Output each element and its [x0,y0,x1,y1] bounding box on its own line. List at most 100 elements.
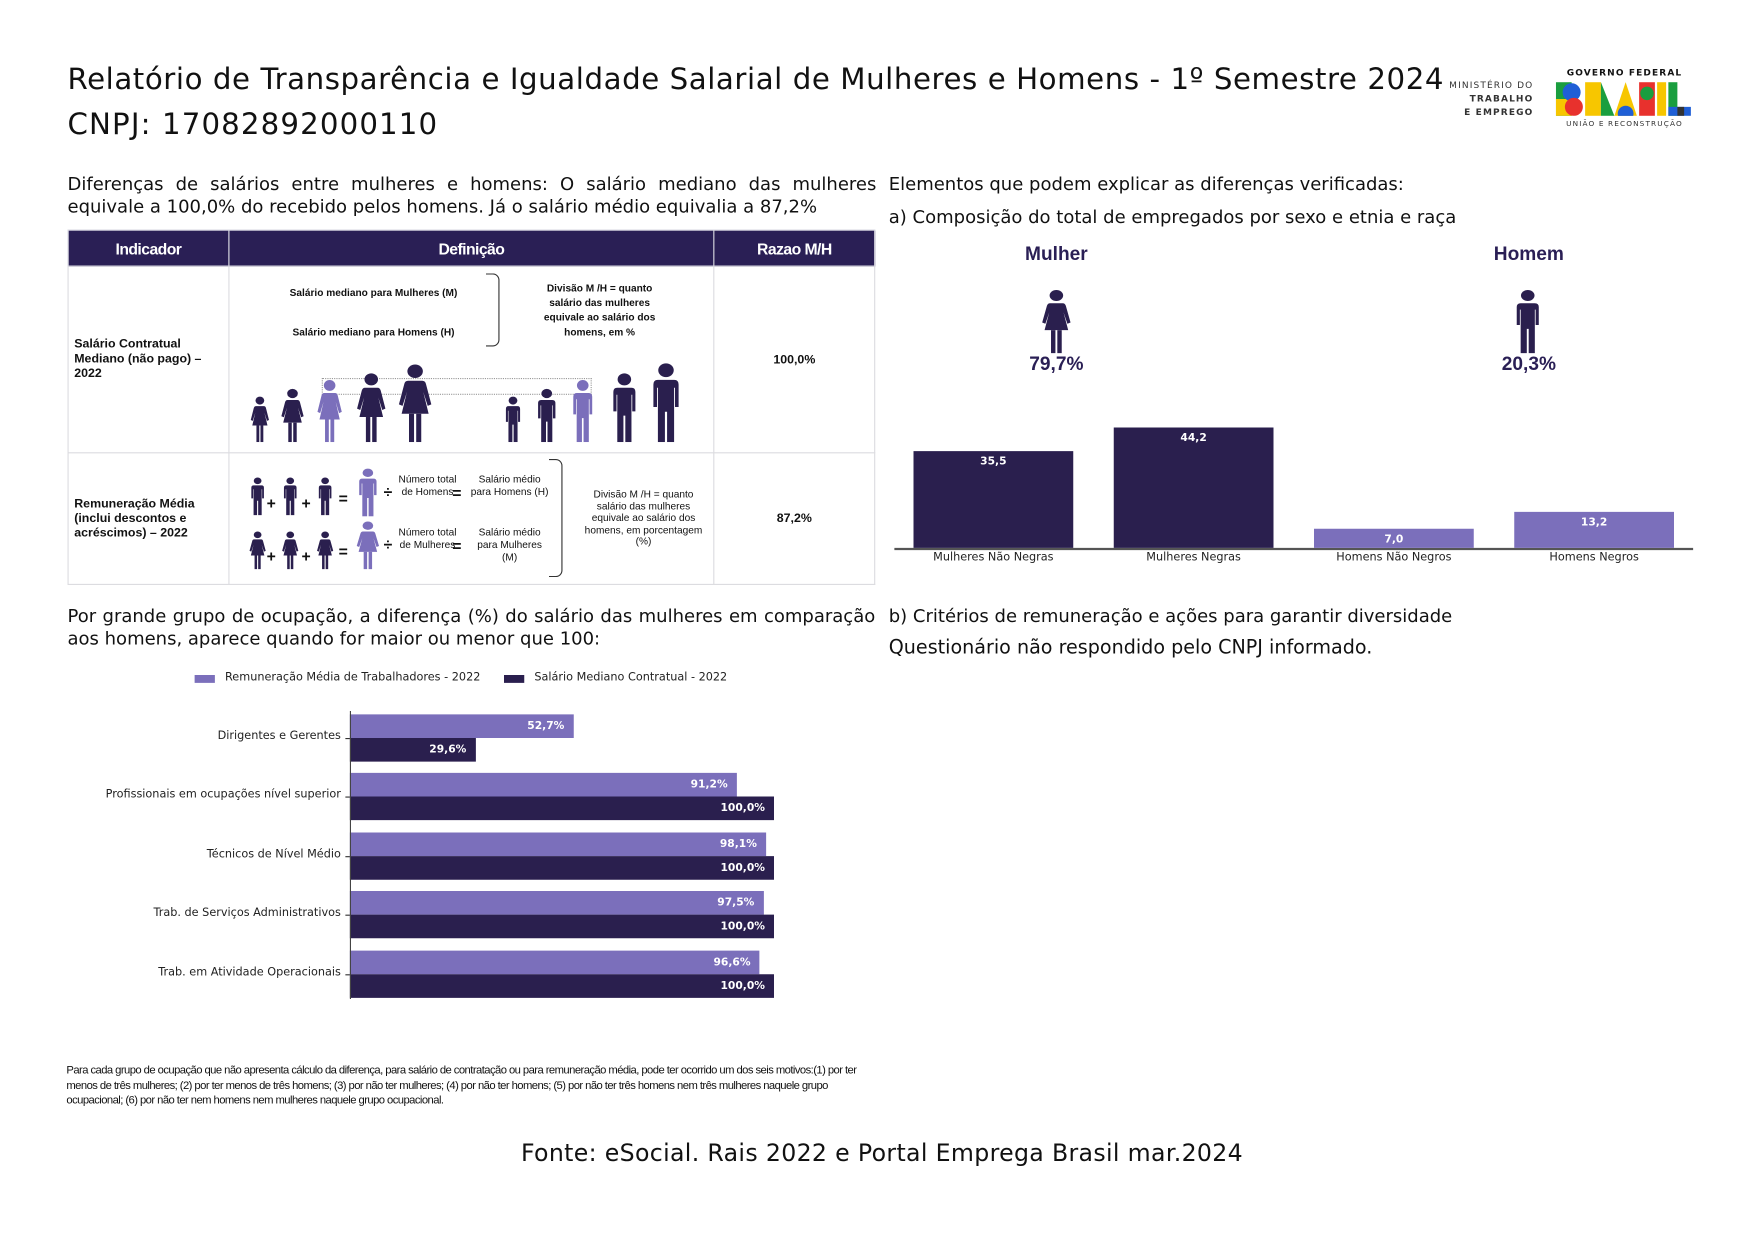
category-label: Homens Negros [1549,551,1639,564]
bar [349,796,774,821]
legend-label: Salário Mediano Contratual - 2022 [534,671,728,684]
definition-cell [228,265,715,454]
category-label: Trab. em Atividade Operacionais [158,966,341,979]
woman-icon [397,363,433,443]
ratio-value: 100,0% [713,265,876,454]
man-icon [1512,289,1544,354]
avg-men-label: Salário médio para Homens (H) [470,473,549,498]
bar-value-label: 96,6% [713,956,751,969]
axis-tick [345,974,350,976]
woman-icon [249,531,267,570]
category-label: Profissionais em ocupações nível superio… [105,788,341,801]
source-text: Fonte: eSocial. Rais 2022 e Portal Empre… [520,1139,1244,1167]
bar [349,856,774,880]
bar [349,914,774,939]
man-icon [569,379,596,443]
man-icon [648,362,684,443]
gov-federal-text: GOVERNO FEDERAL [1566,67,1683,78]
axis-tick [345,856,350,858]
plus-icon: + [301,493,311,512]
legend-swatch [504,675,525,683]
equals-icon: = [452,483,462,502]
bar-value-label: 13,2 [1580,516,1608,529]
bar-value-label: 100,0% [720,979,765,993]
man-icon [316,477,334,516]
axis-tick [345,796,350,798]
woman-icon [356,521,381,570]
man-icon [249,477,267,516]
criteria-text: Questionário não respondido pelo CNPJ in… [888,636,1373,660]
definition-cell [228,452,715,585]
homem-label: Homem [1493,243,1564,265]
brasil-logo-icon [1555,82,1691,116]
axis-tick [345,738,350,740]
ministry-line: MINISTÉRIO DO [1449,79,1534,90]
mulher-label: Mulher [1025,243,1088,265]
woman-icon [316,379,343,443]
bar [349,891,764,915]
header-indicador: Indicador [67,229,230,267]
category-label: Técnicos de Nível Médio [206,848,341,861]
table-header-row: Indicador Definição Razao M/H [67,229,876,267]
bar-value-label: 91,2% [690,778,728,791]
ministry-logo-text: MINISTÉRIO DO TRABALHO E EMPREGO [1429,79,1534,120]
header-definicao: Definição [228,229,715,267]
homem-percent: 20,3% [1501,353,1556,375]
equals-icon: = [452,536,462,555]
plus-icon: + [266,546,276,565]
divide-icon: ÷ [383,482,393,501]
bar [349,738,476,762]
woman-icon [316,531,334,570]
mulher-percent: 79,7% [1029,353,1084,375]
woman-icon [280,388,305,443]
bar-value-label: 29,6% [429,743,467,756]
category-label: Dirigentes e Gerentes [217,730,341,743]
cnpj: CNPJ: 17082892000110 [67,108,439,142]
report-title: Relatório de Transparência e Igualdade S… [67,63,1445,97]
bar [1314,528,1474,548]
category-label: Homens Não Negros [1336,551,1452,564]
chart-baseline [894,547,1694,551]
bar-value-label: 100,0% [720,802,765,815]
bar [1113,427,1274,548]
axis-line [349,711,351,999]
bar [349,974,774,998]
bar-value-label: 44,2 [1180,432,1207,445]
legend-label: Remuneração Média de Trabalhadores - 202… [225,671,481,684]
bar-value-label: 35,5 [980,455,1007,469]
ministry-line: TRABALHO [1469,93,1534,104]
footnote: Para cada grupo de ocupação que não apre… [66,1064,857,1107]
woman-icon [250,396,270,443]
intro-text: Diferenças de salários entre mulheres e … [67,173,877,218]
table-row: Remuneração Média (inclui descontos e ac… [67,452,876,585]
bar [349,832,766,857]
total-men-label: Número total de Homens [398,473,457,498]
category-label: Mulheres Negras [1146,551,1241,564]
man-icon [503,396,523,443]
ministry-line: E EMPREGO [1464,106,1534,117]
total-women-label: Número total de Mulheres [398,526,457,551]
right-heading: Elementos que podem explicar as diferenç… [888,173,1404,195]
slogan-text: UNIÃO E RECONSTRUÇÃO [1566,119,1683,129]
bar-value-label: 100,0% [720,861,765,875]
woman-icon [281,531,299,570]
occupation-intro: Por grande grupo de ocupação, a diferenç… [67,605,876,650]
bar-value-label: 52,7% [527,720,565,733]
row-label: Salário Contratual Mediano (não pago) – … [67,265,230,454]
row-label: Remuneração Média (inclui descontos e ac… [67,452,230,585]
ratio-value: 87,2% [713,452,876,585]
indicator-table: Indicador Definição Razao M/H Salário Co… [67,229,876,585]
plus-icon: + [301,546,311,565]
bar-value-label: 7,0 [1384,533,1404,546]
equals-icon: = [338,542,348,561]
division-explanation: Divisão M /H = quanto salário das mulher… [584,488,703,547]
header-razao: Razao M/H [713,229,876,267]
man-icon [281,477,299,516]
bar-value-label: 98,1% [719,838,757,851]
median-women-label: Salário mediano para Mulheres (M) [289,286,458,299]
category-label: Mulheres Não Negras [933,551,1054,564]
median-highlight-box [321,378,592,395]
divide-icon: ÷ [383,535,393,554]
bar [1514,511,1674,548]
plus-icon: + [266,493,276,512]
